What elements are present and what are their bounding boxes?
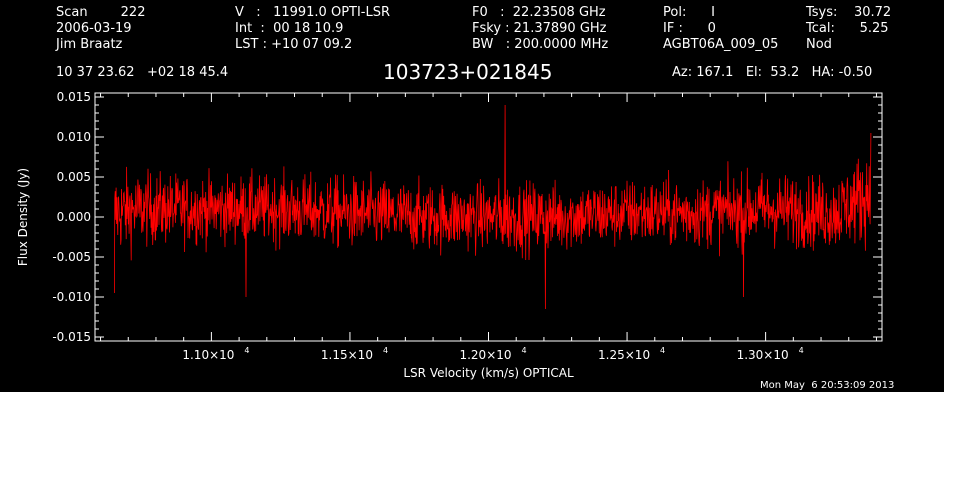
az-el-ha: Az: 167.1 El: 53.2 HA: -0.50 [672, 65, 873, 80]
x-tick-exponent: 4 [660, 346, 665, 355]
x-tick-label: 1.20×10 [459, 348, 511, 362]
obs-mode: Nod [806, 37, 832, 52]
if-number: IF : 0 [663, 21, 716, 36]
x-tick-exponent: 4 [522, 346, 527, 355]
source-name: 103723+021845 [383, 60, 553, 84]
y-tick-label: -0.015 [52, 330, 91, 344]
spectrum-chart: 1.10×10 4 1.15×10 4 1.20×10 4 1.25×10 4 1.30×10 4… [16, 90, 883, 380]
plot-panel: Scan 222 2006-03-19 Jim Braatz V : 11991… [0, 0, 944, 392]
x-tick-label: 1.15×10 [321, 348, 373, 362]
project-id: AGBT06A_009_05 [663, 37, 779, 52]
obs-date: 2006-03-19 [56, 21, 132, 36]
source-coordinates: 10 37 23.62 +02 18 45.4 [56, 65, 229, 80]
x-tick-label: 1.30×10 [737, 348, 789, 362]
series-line-0 [114, 104, 872, 310]
y-tick-label: 0.015 [57, 90, 91, 104]
x-tick-label: 1.25×10 [598, 348, 650, 362]
velocity-info: V : 11991.0 OPTI-LSR [235, 5, 391, 20]
integration-time: Int : 00 18 10.9 [235, 21, 344, 36]
scan-number: Scan 222 [56, 5, 146, 20]
bandwidth: BW : 200.0000 MHz [472, 37, 609, 52]
plot-timestamp: Mon May 6 20:53:09 2013 [760, 380, 895, 391]
x-tick-exponent: 4 [383, 346, 388, 355]
x-axis-label: LSR Velocity (km/s) OPTICAL [403, 366, 574, 380]
rest-frequency: F0 : 22.23508 GHz [472, 5, 606, 20]
x-tick-label: 1.10×10 [182, 348, 234, 362]
y-tick-label: 0.000 [57, 210, 91, 224]
tcal: Tcal: 5.25 [806, 21, 889, 36]
y-axis-label: Flux Density (Jy) [16, 168, 30, 266]
polarization: Pol: I [663, 5, 715, 20]
y-tick-label: 0.010 [57, 130, 91, 144]
lst-info: LST : +10 07 09.2 [235, 37, 353, 52]
y-tick-label: -0.010 [52, 290, 91, 304]
tsys: Tsys: 30.72 [806, 5, 892, 20]
y-tick-label: -0.005 [52, 250, 91, 264]
x-tick-exponent: 4 [244, 346, 249, 355]
x-tick-exponent: 4 [799, 346, 804, 355]
sky-frequency: Fsky : 21.37890 GHz [472, 21, 607, 36]
y-tick-label: 0.005 [57, 170, 91, 184]
observer-name: Jim Braatz [56, 37, 123, 52]
